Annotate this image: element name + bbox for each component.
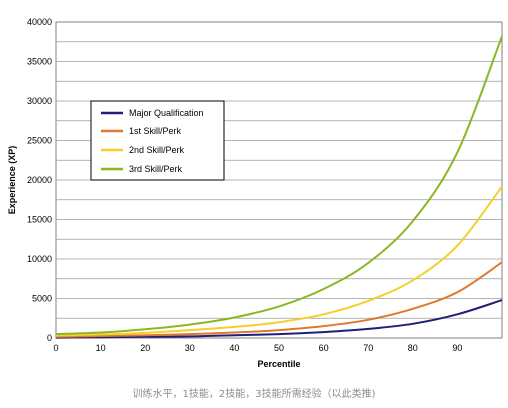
x-tick-label: 40 bbox=[229, 343, 239, 353]
y-tick-label: 25000 bbox=[27, 136, 52, 146]
x-tick-label: 70 bbox=[363, 343, 373, 353]
y-tick-label: 5000 bbox=[32, 294, 52, 304]
y-tick-label: 15000 bbox=[27, 215, 52, 225]
caption: 训练水平，1技能，2技能，3技能所需经验（以此类推) bbox=[132, 389, 376, 400]
series-lines bbox=[55, 35, 503, 339]
y-tick-label: 20000 bbox=[27, 175, 52, 185]
chart-container: 0 5000 10000 15000 20000 25000 30000 35000 40000… bbox=[7, 17, 503, 369]
legend-label-1st-skill: 1st Skill/Perk bbox=[129, 126, 182, 136]
x-tick-label: 0 bbox=[53, 343, 58, 353]
x-tick-label: 30 bbox=[185, 343, 195, 353]
x-tick-labels: 0 10 20 30 40 50 60 70 80 90 bbox=[53, 343, 462, 353]
series-line-2nd-skill-perk bbox=[55, 185, 503, 337]
y-tick-label: 10000 bbox=[27, 254, 52, 264]
chart: 0 5000 10000 15000 20000 25000 30000 35000 40000… bbox=[7, 17, 503, 369]
series-line-major-qualification bbox=[55, 299, 503, 339]
y-tick-labels: 0 5000 10000 15000 20000 25000 30000 35000 40000 bbox=[27, 17, 52, 343]
x-tick-label: 90 bbox=[452, 343, 462, 353]
x-tick-label: 60 bbox=[319, 343, 329, 353]
y-tick-label: 0 bbox=[47, 333, 52, 343]
legend-label-2nd-skill: 2nd Skill/Perk bbox=[129, 145, 185, 155]
x-axis-title: Percentile bbox=[257, 359, 300, 369]
series-line-3rd-skill-perk bbox=[55, 35, 503, 336]
series-line-1st-skill-perk bbox=[55, 261, 503, 338]
legend: Major Qualification 1st Skill/Perk 2nd S… bbox=[90, 100, 225, 181]
x-tick-label: 10 bbox=[96, 343, 106, 353]
legend-label-3rd-skill: 3rd Skill/Perk bbox=[129, 164, 183, 174]
y-axis-title: Experience (XP) bbox=[7, 146, 17, 215]
x-tick-label: 20 bbox=[140, 343, 150, 353]
legend-label-major-qualification: Major Qualification bbox=[129, 108, 204, 118]
x-tick-label: 80 bbox=[408, 343, 418, 353]
y-tick-label: 35000 bbox=[27, 57, 52, 67]
y-tick-label: 30000 bbox=[27, 96, 52, 106]
x-tick-label: 50 bbox=[274, 343, 284, 353]
y-tick-label: 40000 bbox=[27, 17, 52, 27]
